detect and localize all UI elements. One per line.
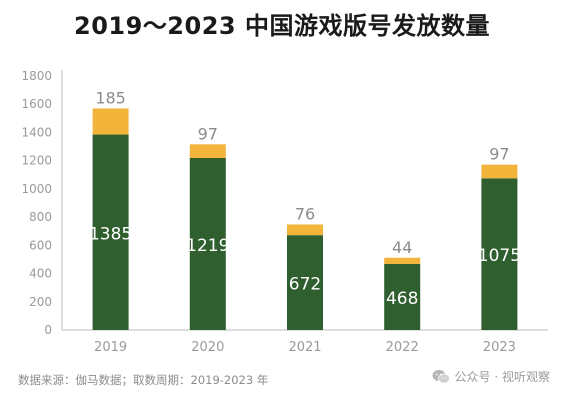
- x-tick-label: 2020: [191, 340, 224, 355]
- bar-value-label-upper: 44: [392, 238, 412, 257]
- watermark: 公众号 · 视听观察: [432, 368, 550, 385]
- bar-segment-lower: [481, 178, 518, 330]
- bar-value-label-upper: 185: [95, 88, 126, 107]
- y-tick-label: 0: [44, 323, 52, 337]
- y-tick-label: 800: [29, 210, 52, 224]
- bar-segment-lower: [287, 235, 323, 330]
- y-tick-label: 1800: [21, 69, 52, 83]
- y-tick-label: 400: [29, 267, 52, 281]
- bar-segment-upper: [189, 144, 226, 158]
- y-tick-label: 1600: [21, 97, 52, 111]
- x-tick-label: 2019: [94, 340, 127, 355]
- bar-segment-lower: [384, 263, 421, 330]
- x-tick-label: 2023: [483, 340, 516, 355]
- bar-value-label-lower: 1385: [89, 224, 132, 244]
- bar-segment-lower: [189, 157, 226, 330]
- bar-segment-upper: [92, 108, 129, 135]
- bar-value-label-lower: 1075: [478, 246, 521, 266]
- bar-value-label-lower: 672: [289, 275, 321, 295]
- x-tick-label: 2021: [288, 340, 321, 355]
- bar-segment-upper: [481, 164, 518, 179]
- y-tick-label: 200: [29, 295, 52, 309]
- y-tick-label: 1000: [21, 182, 52, 196]
- bar-segment-upper: [384, 257, 421, 264]
- bar-value-label-lower: 468: [386, 289, 418, 309]
- bar-segment-upper: [287, 224, 323, 236]
- y-tick-label: 1200: [21, 154, 52, 168]
- bar-value-label-upper: 76: [295, 204, 315, 223]
- wechat-icon: [432, 369, 450, 383]
- y-tick-label: 1400: [21, 125, 52, 139]
- chart-title: 2019～2023 中国游戏版号发放数量: [74, 12, 490, 40]
- bar-value-label-lower: 1219: [186, 236, 229, 256]
- y-tick-label: 600: [29, 238, 52, 252]
- bar-segment-lower: [92, 134, 129, 330]
- x-tick-label: 2022: [386, 340, 419, 355]
- watermark-text: 公众号 · 视听观察: [454, 370, 550, 384]
- source-note: 数据来源：伽马数据；取数周期：2019-2023 年: [18, 373, 269, 387]
- bar-value-label-upper: 97: [198, 124, 218, 143]
- bar-value-label-upper: 97: [489, 145, 509, 164]
